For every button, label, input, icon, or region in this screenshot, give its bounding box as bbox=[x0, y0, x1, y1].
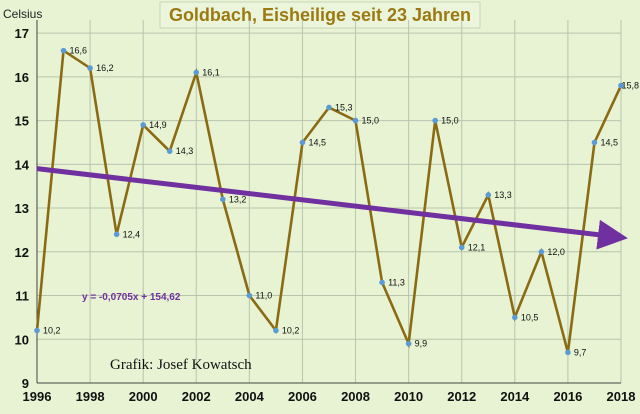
y-tick-label: 12 bbox=[15, 245, 29, 260]
data-label: 14,5 bbox=[308, 137, 326, 147]
data-label: 11,3 bbox=[388, 277, 405, 287]
data-point bbox=[512, 314, 518, 321]
data-label: 9,7 bbox=[574, 347, 587, 357]
data-point bbox=[140, 122, 146, 128]
data-label: 13,2 bbox=[229, 194, 247, 204]
x-axis-ticks: 1996 1998 2000 2002 2004 2006 2008 2010 2012 2014… bbox=[23, 389, 636, 404]
y-tick-label: 10 bbox=[15, 332, 29, 347]
data-label: 15,8 bbox=[621, 81, 639, 91]
x-tick-label: 2012 bbox=[447, 389, 476, 404]
data-point bbox=[379, 279, 385, 286]
data-label: 14,9 bbox=[149, 120, 167, 130]
x-tick-label: 1998 bbox=[76, 389, 105, 404]
y-tick-label: 9 bbox=[22, 376, 29, 391]
data-point bbox=[113, 231, 120, 238]
trend-line bbox=[36, 166, 628, 250]
data-point bbox=[34, 327, 40, 334]
x-tick-label: 2002 bbox=[182, 389, 211, 404]
data-point bbox=[485, 192, 492, 198]
data-label: 10,5 bbox=[521, 312, 539, 322]
trend-equation: y = -0,0705x + 154,62 bbox=[82, 292, 181, 303]
x-tick-label: 2018 bbox=[607, 389, 636, 404]
y-tick-label: 17 bbox=[15, 26, 29, 41]
data-point bbox=[618, 82, 624, 89]
y-tick-label: 13 bbox=[15, 201, 29, 216]
y-axis-ticks: 9 10 11 12 13 14 15 16 17 bbox=[15, 26, 30, 391]
data-label: 11,0 bbox=[255, 291, 272, 301]
data-point bbox=[299, 139, 306, 146]
data-label: 16,1 bbox=[202, 67, 220, 77]
y-tick-label: 15 bbox=[15, 114, 29, 129]
data-point bbox=[193, 69, 200, 76]
data-point bbox=[565, 349, 571, 356]
data-label: 16,6 bbox=[70, 46, 88, 56]
data-label: 10,2 bbox=[282, 326, 300, 336]
data-label: 15,0 bbox=[441, 116, 459, 126]
y-tick-label: 14 bbox=[15, 157, 30, 172]
data-label: 16,2 bbox=[96, 63, 114, 73]
data-point bbox=[591, 139, 598, 146]
data-point bbox=[326, 104, 332, 111]
x-tick-label: 1996 bbox=[23, 389, 52, 404]
x-tick-label: 2014 bbox=[500, 389, 530, 404]
data-point bbox=[166, 148, 173, 155]
data-label: 13,3 bbox=[494, 190, 512, 200]
data-point bbox=[60, 47, 67, 54]
chart-credit: Grafik: Josef Kowatsch bbox=[110, 357, 252, 373]
y-axis-unit-label: Celsius bbox=[3, 7, 42, 21]
data-label: 15,3 bbox=[335, 102, 353, 112]
x-tick-label: 2006 bbox=[288, 389, 317, 404]
data-label: 12,1 bbox=[468, 242, 486, 252]
data-label: 15,0 bbox=[362, 116, 380, 126]
data-label: 14,3 bbox=[176, 146, 194, 156]
data-point bbox=[458, 244, 465, 251]
data-point bbox=[432, 117, 438, 124]
x-tick-label: 2010 bbox=[394, 389, 423, 404]
data-point bbox=[246, 292, 253, 299]
data-point bbox=[273, 327, 279, 334]
x-tick-label: 2008 bbox=[341, 389, 370, 404]
y-tick-label: 16 bbox=[15, 70, 29, 85]
x-tick-label: 2000 bbox=[129, 389, 158, 404]
data-label: 10,2 bbox=[43, 326, 61, 336]
chart-title: Goldbach, Eisheilige seit 23 Jahren bbox=[169, 5, 471, 25]
data-label: 12,4 bbox=[123, 229, 141, 239]
data-point bbox=[538, 248, 545, 255]
data-label: 14,5 bbox=[600, 137, 618, 147]
y-tick-label: 11 bbox=[15, 289, 29, 304]
data-label: 9,9 bbox=[415, 339, 428, 349]
data-labels: 10,2 16,6 16,2 12,4 14,9 14,3 16,1 13,2 11,0 10,2… bbox=[43, 46, 639, 358]
data-point bbox=[405, 340, 412, 347]
x-tick-label: 2016 bbox=[553, 389, 582, 404]
trend-layer bbox=[36, 166, 628, 250]
data-points bbox=[34, 47, 624, 356]
data-point bbox=[352, 117, 359, 124]
data-point bbox=[220, 196, 226, 203]
chart-title-box: Goldbach, Eisheilige seit 23 Jahren bbox=[159, 1, 481, 29]
x-tick-label: 2004 bbox=[235, 389, 265, 404]
data-label: 12,0 bbox=[547, 247, 565, 257]
data-point bbox=[87, 65, 93, 71]
